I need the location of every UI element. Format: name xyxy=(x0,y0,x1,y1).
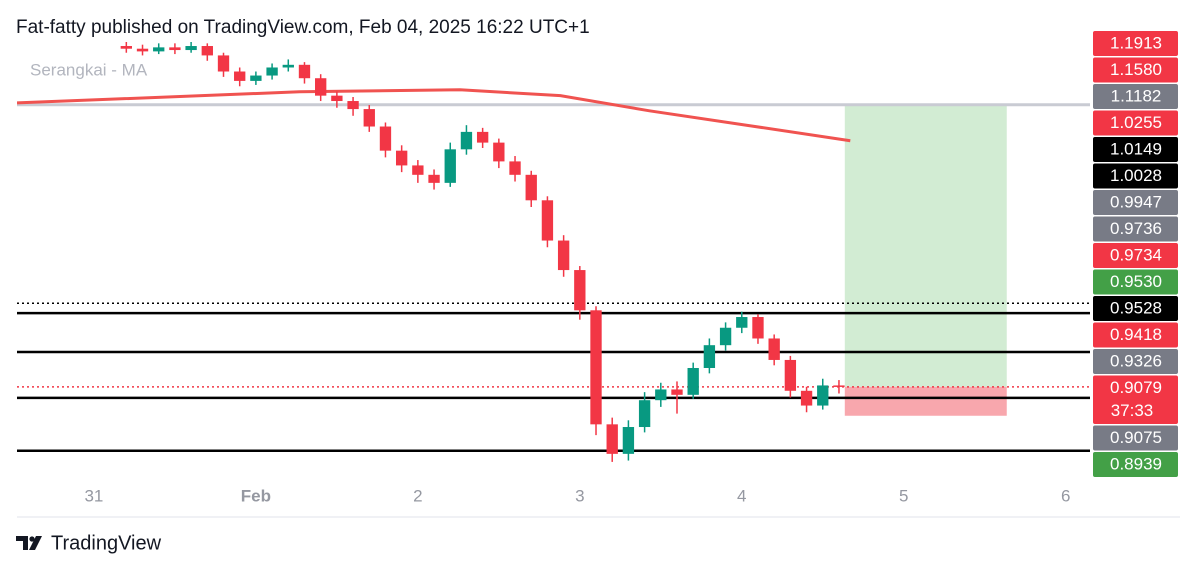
header: Fat-fatty published on TradingView.com, … xyxy=(16,17,590,38)
candle-body xyxy=(298,64,311,79)
candle-body xyxy=(590,310,602,425)
candle-body xyxy=(638,400,651,428)
price-tag-label: 0.9530 xyxy=(1110,272,1162,291)
candle-body xyxy=(736,317,748,328)
price-tag-label: 1.1913 xyxy=(1110,33,1162,52)
price-tag-label: 0.9418 xyxy=(1110,325,1162,344)
candle-body xyxy=(185,46,197,51)
x-tick-label: 3 xyxy=(575,486,584,505)
candle-body xyxy=(347,101,359,110)
plot xyxy=(17,42,1090,462)
candle-body xyxy=(833,385,845,387)
stop-zone xyxy=(844,386,1007,416)
candle-body xyxy=(606,424,618,454)
countdown: 37:33 xyxy=(1111,401,1154,420)
candle-body xyxy=(622,427,635,454)
price-tag xyxy=(1093,425,1178,451)
candle-body xyxy=(525,174,537,201)
candle-body xyxy=(428,174,440,183)
candle-body xyxy=(476,131,489,143)
candle-body xyxy=(703,345,716,368)
price-tag-label: 0.8939 xyxy=(1110,454,1162,473)
candle-body xyxy=(315,78,327,96)
price-tag-label: 0.9326 xyxy=(1110,351,1162,370)
price-tag xyxy=(1093,269,1178,295)
candle-body xyxy=(655,389,667,401)
candle-body xyxy=(541,200,554,241)
candle-body xyxy=(266,67,278,76)
candle-body xyxy=(460,131,473,150)
x-tick-label: 2 xyxy=(413,486,422,505)
price-tag-label: 1.1580 xyxy=(1110,60,1162,79)
price-tag xyxy=(1093,110,1178,136)
price-tag xyxy=(1093,322,1178,348)
candle-body xyxy=(671,389,683,395)
price-tag-label: 1.0149 xyxy=(1110,139,1162,158)
price-tag-label: 0.9947 xyxy=(1110,192,1162,211)
x-tick-label: 5 xyxy=(899,486,908,505)
price-tag-label: 1.1182 xyxy=(1111,86,1162,105)
price-tag-label: 1.0028 xyxy=(1110,166,1162,185)
price-tag-label: 0.9736 xyxy=(1110,219,1162,238)
x-tick-label: 31 xyxy=(84,486,103,505)
candle-body xyxy=(250,75,262,81)
candle-body xyxy=(234,71,246,81)
candle-body xyxy=(752,317,764,339)
candle-body xyxy=(509,161,521,175)
candle-body xyxy=(153,47,165,52)
candle-body xyxy=(687,367,699,395)
candle-body xyxy=(201,46,213,56)
price-tag-label: 0.9079 xyxy=(1110,378,1162,397)
price-tag-label: 1.0255 xyxy=(1110,113,1162,132)
candle-body xyxy=(363,109,375,127)
candle-body xyxy=(444,149,456,183)
x-tick-label: 6 xyxy=(1061,486,1070,505)
candle-body xyxy=(557,240,570,271)
candle-body xyxy=(768,338,780,360)
candle-body xyxy=(136,48,149,52)
price-tag-label: 0.9075 xyxy=(1110,428,1162,447)
price-tag-label: 0.9528 xyxy=(1110,298,1162,317)
price-tag xyxy=(1093,243,1178,268)
legend: Serangkai - MA xyxy=(30,60,148,79)
candle-body xyxy=(331,95,343,102)
footer-brand: TradingView xyxy=(51,532,162,554)
axes: 31 Feb 2 3 4 5 6 1.1913 1.1580 1.1182 1.0255 1.0149… xyxy=(84,31,1178,505)
price-tag xyxy=(1093,190,1178,215)
candle-body xyxy=(217,55,230,72)
price-tag-label: 0.9734 xyxy=(1110,245,1162,264)
candle-body xyxy=(784,359,797,391)
candle-body xyxy=(574,270,586,311)
target-zone xyxy=(844,104,1007,387)
price-tag xyxy=(1093,375,1178,424)
candle-body xyxy=(120,46,132,49)
candle-body xyxy=(412,165,424,175)
candle-body xyxy=(282,64,294,68)
x-tick-label: 4 xyxy=(737,486,746,505)
candle-body xyxy=(169,47,181,51)
candle-body xyxy=(719,327,732,346)
price-tag xyxy=(1093,349,1178,374)
candle-body xyxy=(395,150,408,166)
logo xyxy=(16,536,42,550)
candle-body xyxy=(379,126,392,151)
price-tag xyxy=(1093,57,1178,83)
price-tag xyxy=(1093,452,1178,477)
candle-body xyxy=(817,385,829,406)
price-tag xyxy=(1093,216,1178,242)
price-tag xyxy=(1093,31,1178,56)
x-tick-label: Feb xyxy=(241,486,271,505)
price-tag xyxy=(1093,163,1178,189)
candle-body xyxy=(493,142,505,162)
price-tag xyxy=(1093,296,1178,321)
price-tag xyxy=(1093,84,1178,109)
candle-body xyxy=(800,390,813,406)
moving-average xyxy=(17,88,851,143)
price-tag xyxy=(1093,137,1178,162)
